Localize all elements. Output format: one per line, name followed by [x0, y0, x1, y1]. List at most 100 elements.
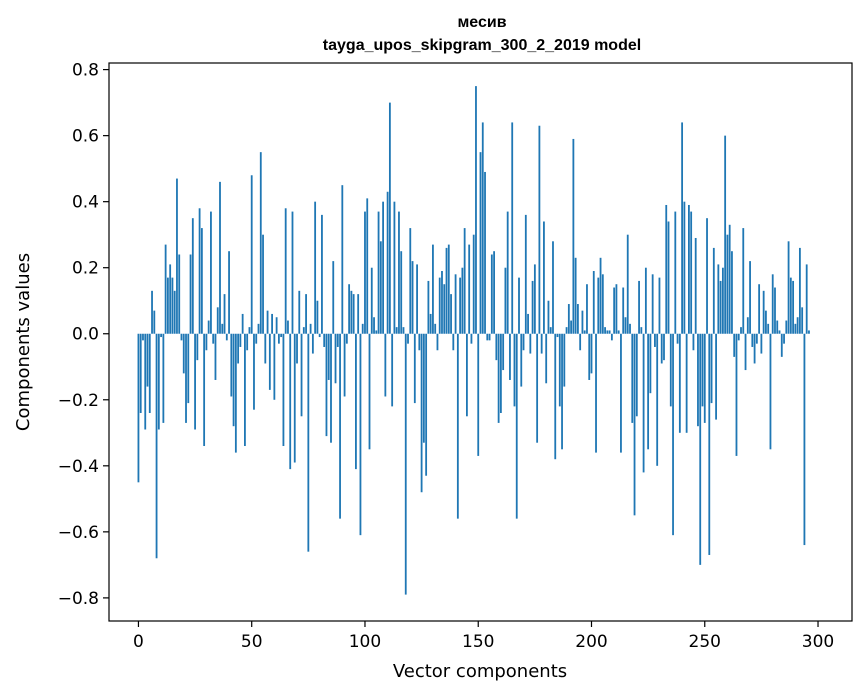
bar — [715, 333, 717, 420]
bar — [463, 228, 466, 334]
bar — [527, 313, 529, 334]
bar — [633, 333, 636, 516]
bar — [495, 333, 498, 361]
bar — [273, 333, 276, 400]
bar — [599, 257, 602, 334]
bar — [778, 330, 781, 334]
bar — [783, 333, 785, 344]
bar — [644, 267, 647, 334]
bar — [148, 333, 151, 413]
bar — [173, 290, 176, 334]
bar — [808, 330, 810, 334]
bar — [144, 333, 147, 430]
bar — [681, 122, 684, 334]
bar — [703, 333, 706, 423]
bars-group — [137, 86, 810, 595]
bar — [676, 333, 679, 344]
bar — [194, 333, 196, 430]
bar — [321, 214, 323, 334]
x-tick-label: 200 — [575, 632, 607, 652]
bar — [422, 333, 425, 443]
bar — [142, 333, 144, 341]
bar — [475, 86, 477, 334]
bar — [443, 284, 446, 334]
bar — [219, 181, 221, 334]
bar — [284, 208, 287, 334]
bar — [792, 280, 795, 334]
bar — [577, 304, 579, 334]
bar — [728, 224, 731, 334]
bar — [257, 323, 260, 334]
bar — [640, 327, 643, 334]
bar — [615, 284, 618, 334]
bar — [420, 333, 423, 493]
y-tick-label: 0.0 — [72, 325, 99, 345]
bar — [293, 333, 296, 463]
bar — [617, 330, 620, 334]
bar — [370, 267, 373, 334]
bar — [688, 204, 690, 334]
bar — [191, 218, 194, 334]
bar — [200, 228, 203, 334]
bar — [486, 333, 489, 341]
bar — [137, 333, 140, 483]
bar — [651, 274, 654, 334]
bar — [210, 211, 212, 334]
bar — [604, 327, 606, 334]
bar — [658, 277, 661, 334]
bar — [774, 287, 776, 334]
bar — [522, 333, 525, 351]
bar — [266, 310, 269, 334]
bar — [264, 333, 267, 364]
bar — [447, 244, 450, 334]
bar — [287, 320, 289, 334]
bar — [504, 267, 507, 334]
bar — [275, 317, 278, 334]
bar — [169, 264, 172, 334]
bar — [803, 333, 806, 546]
bar — [499, 333, 502, 413]
bar — [244, 333, 246, 447]
bar — [765, 310, 767, 334]
bar — [746, 317, 749, 334]
bar — [330, 333, 332, 443]
bar — [610, 333, 613, 341]
bar — [479, 152, 482, 334]
bar — [701, 333, 704, 407]
bar — [561, 333, 563, 450]
bar — [368, 333, 371, 450]
bar — [583, 330, 586, 334]
bar — [225, 333, 228, 341]
bar — [307, 333, 310, 552]
bar — [477, 333, 480, 456]
bar — [669, 333, 672, 407]
bar — [629, 323, 631, 334]
bar — [683, 201, 686, 334]
bar — [212, 333, 215, 344]
bar — [255, 333, 258, 344]
bar — [502, 333, 505, 371]
bar — [239, 333, 242, 347]
bar — [268, 333, 271, 390]
bar — [570, 320, 573, 334]
bar — [620, 333, 622, 453]
bar — [357, 294, 360, 334]
bar — [608, 330, 611, 334]
bar — [805, 264, 808, 334]
bar — [574, 257, 577, 334]
bar — [787, 241, 790, 334]
bar — [667, 221, 670, 334]
bar — [663, 333, 665, 361]
bar — [160, 333, 162, 338]
bar — [735, 333, 738, 456]
bar — [624, 317, 627, 334]
bar — [341, 185, 344, 334]
bar — [558, 333, 561, 407]
bar — [185, 333, 187, 423]
bar — [373, 317, 375, 334]
bar — [719, 280, 722, 334]
bar — [660, 333, 663, 364]
bar — [348, 284, 351, 334]
bar — [377, 211, 380, 334]
bar — [187, 333, 190, 404]
